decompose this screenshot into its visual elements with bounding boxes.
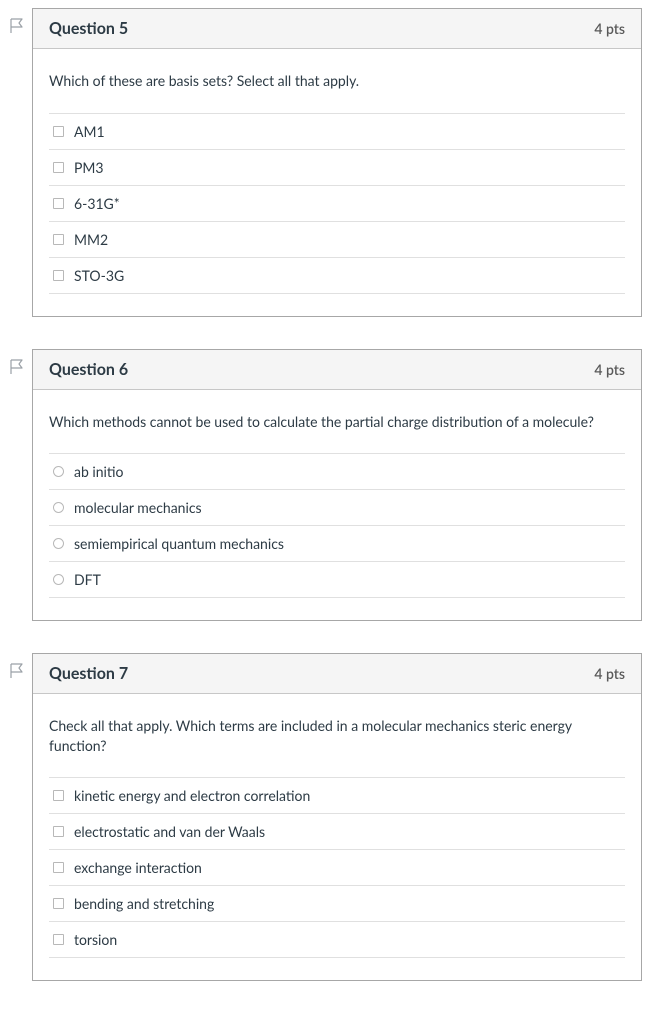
question-body: Which methods cannot be used to calculat… <box>33 390 641 621</box>
option-label: molecular mechanics <box>74 499 202 516</box>
flag-icon[interactable] <box>10 359 24 375</box>
option-label: bending and stretching <box>74 895 214 912</box>
option-row[interactable]: molecular mechanics <box>49 490 625 526</box>
question-points: 4 pts <box>594 665 625 682</box>
checkbox-icon[interactable] <box>53 126 64 137</box>
question-prompt: Check all that apply. Which terms are in… <box>49 716 625 755</box>
question-card: Question 5 4 pts Which of these are basi… <box>32 8 642 317</box>
radio-icon[interactable] <box>53 466 64 477</box>
option-row[interactable]: MM2 <box>49 222 625 258</box>
option-label: ab initio <box>74 463 123 480</box>
option-label: semiempirical quantum mechanics <box>74 535 284 552</box>
question-points: 4 pts <box>594 20 625 37</box>
question-body: Which of these are basis sets? Select al… <box>33 49 641 316</box>
radio-icon[interactable] <box>53 538 64 549</box>
checkbox-icon[interactable] <box>53 198 64 209</box>
option-label: exchange interaction <box>74 859 202 876</box>
question-body: Check all that apply. Which terms are in… <box>33 694 641 980</box>
flag-column <box>4 349 32 375</box>
checkbox-icon[interactable] <box>53 934 64 945</box>
option-row[interactable]: 6-31G* <box>49 186 625 222</box>
checkbox-icon[interactable] <box>53 790 64 801</box>
question-card: Question 6 4 pts Which methods cannot be… <box>32 349 642 622</box>
option-label: torsion <box>74 931 117 948</box>
question-title: Question 5 <box>49 19 128 38</box>
checkbox-icon[interactable] <box>53 270 64 281</box>
option-row[interactable]: exchange interaction <box>49 850 625 886</box>
option-label: DFT <box>74 571 101 588</box>
question-card: Question 7 4 pts Check all that apply. W… <box>32 653 642 981</box>
checkbox-icon[interactable] <box>53 826 64 837</box>
option-label: 6-31G* <box>74 195 120 212</box>
question-7-wrapper: Question 7 4 pts Check all that apply. W… <box>4 653 642 981</box>
option-row[interactable]: AM1 <box>49 114 625 150</box>
radio-icon[interactable] <box>53 574 64 585</box>
checkbox-icon[interactable] <box>53 862 64 873</box>
option-label: kinetic energy and electron correlation <box>74 787 310 804</box>
radio-icon[interactable] <box>53 502 64 513</box>
flag-column <box>4 653 32 679</box>
option-label: STO-3G <box>74 267 124 284</box>
option-row[interactable]: bending and stretching <box>49 886 625 922</box>
flag-icon[interactable] <box>10 18 24 34</box>
option-row[interactable]: semiempirical quantum mechanics <box>49 526 625 562</box>
option-row[interactable]: kinetic energy and electron correlation <box>49 778 625 814</box>
question-5-wrapper: Question 5 4 pts Which of these are basi… <box>4 8 642 317</box>
options-list: ab initio molecular mechanics semiempiri… <box>49 453 625 598</box>
question-header: Question 5 4 pts <box>33 9 641 49</box>
option-label: AM1 <box>74 123 105 140</box>
question-points: 4 pts <box>594 361 625 378</box>
checkbox-icon[interactable] <box>53 898 64 909</box>
question-title: Question 7 <box>49 664 128 683</box>
option-row[interactable]: electrostatic and van der Waals <box>49 814 625 850</box>
checkbox-icon[interactable] <box>53 162 64 173</box>
option-row[interactable]: ab initio <box>49 454 625 490</box>
question-header: Question 6 4 pts <box>33 350 641 390</box>
question-prompt: Which of these are basis sets? Select al… <box>49 71 625 91</box>
option-row[interactable]: STO-3G <box>49 258 625 294</box>
option-label: PM3 <box>74 159 104 176</box>
options-list: AM1 PM3 6-31G* MM2 STO-3G <box>49 113 625 294</box>
option-label: MM2 <box>74 231 108 248</box>
question-header: Question 7 4 pts <box>33 654 641 694</box>
flag-column <box>4 8 32 34</box>
question-prompt: Which methods cannot be used to calculat… <box>49 412 625 432</box>
question-6-wrapper: Question 6 4 pts Which methods cannot be… <box>4 349 642 622</box>
option-row[interactable]: PM3 <box>49 150 625 186</box>
options-list: kinetic energy and electron correlation … <box>49 777 625 958</box>
option-label: electrostatic and van der Waals <box>74 823 265 840</box>
option-row[interactable]: torsion <box>49 922 625 958</box>
checkbox-icon[interactable] <box>53 234 64 245</box>
option-row[interactable]: DFT <box>49 562 625 598</box>
flag-icon[interactable] <box>10 663 24 679</box>
question-title: Question 6 <box>49 360 128 379</box>
